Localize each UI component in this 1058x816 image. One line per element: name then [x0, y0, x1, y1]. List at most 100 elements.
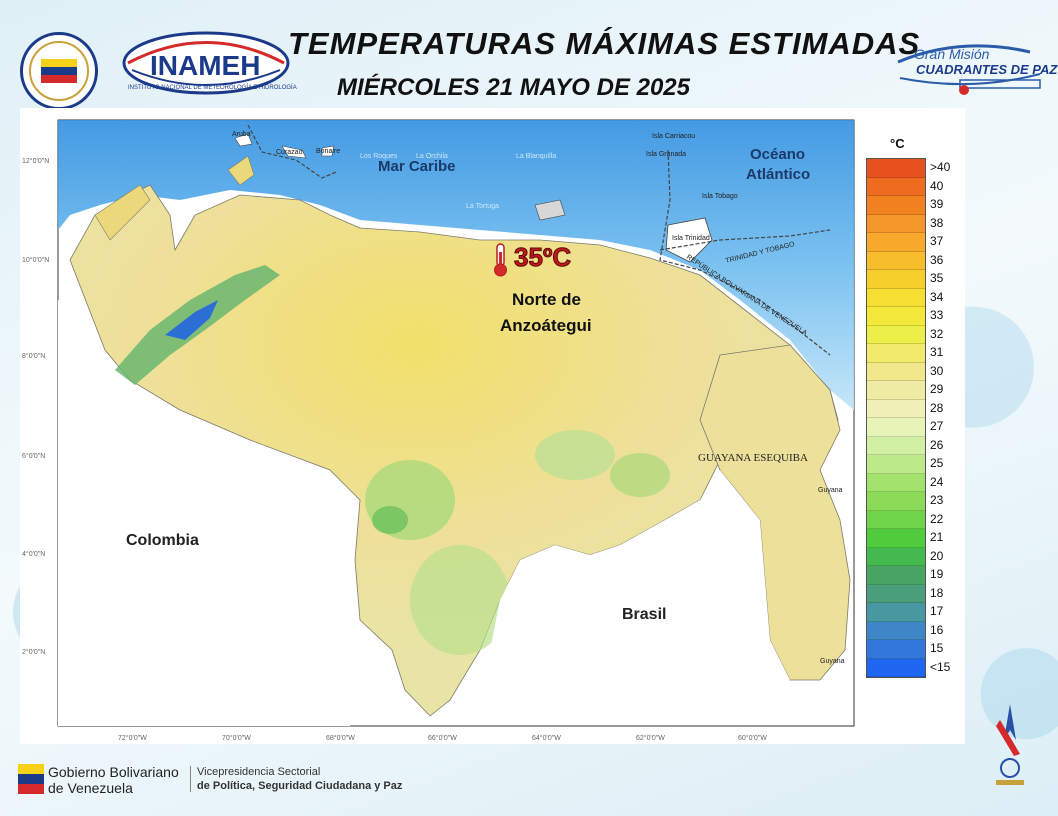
- lon-tick: 64°0'0"W: [532, 734, 561, 742]
- legend-swatch: [867, 288, 925, 307]
- venezuela-flag-icon: [18, 764, 44, 794]
- legend-swatch: [867, 621, 925, 640]
- gran-mision-line2: CUADRANTES DE PAZ: [916, 62, 1058, 77]
- legend-swatch: [867, 270, 925, 289]
- latitude-ticks: 12°0'0"N 10°0'0"N 8°0'0"N 6°0'0"N 4°0'0"…: [22, 157, 49, 656]
- legend-label: 18: [930, 585, 944, 600]
- lat-tick: 6°0'0"N: [22, 452, 45, 460]
- legend-swatch: [867, 307, 925, 326]
- legend-label: 23: [930, 493, 944, 507]
- caribbean-sea: [58, 120, 854, 410]
- legend-swatch: [867, 566, 925, 585]
- legend-label: 17: [930, 604, 944, 618]
- highlight-place-line2: Anzoátegui: [500, 316, 592, 335]
- ministry-shield-logo: [20, 32, 98, 110]
- island-label: Isla Trinidad: [672, 235, 710, 242]
- legend-swatch: [867, 603, 925, 622]
- gran-mision-logo: [897, 44, 1041, 95]
- oceano-label-line2: Atlántico: [746, 166, 811, 183]
- andes-peak-cold: [165, 300, 218, 340]
- footer-vicepresidencia: Vicepresidencia Sectorial de Política, S…: [190, 766, 402, 792]
- footer-vice-line1: Vicepresidencia Sectorial: [197, 766, 321, 778]
- legend-swatch: [867, 214, 925, 233]
- island-label: Guyana: [818, 487, 843, 494]
- legend-label: 34: [930, 289, 944, 304]
- bonaire-island: [321, 145, 335, 157]
- highlight-place-line1: Norte de: [512, 290, 581, 309]
- guayana-esequiba-label: GUAYANA ESEQUIBA: [698, 452, 808, 464]
- legend-label: 20: [930, 548, 944, 563]
- legend-label: 39: [930, 197, 944, 211]
- legend-label: 35: [930, 271, 944, 285]
- inameh-logo-text: INAMEH: [150, 50, 261, 81]
- mar-caribe-label: Mar Caribe: [378, 158, 456, 175]
- legend-label: 16: [930, 622, 944, 637]
- island-labels: Aruba Curazao Bonaire Los Roques La Orch…: [232, 131, 845, 665]
- lon-tick: 68°0'0"W: [326, 734, 355, 742]
- legend-label: 24: [930, 474, 944, 489]
- legend-swatch: [867, 658, 925, 677]
- legend-label: 25: [930, 456, 944, 470]
- guajira-peninsula: [94, 184, 151, 241]
- island-label: Los Roques: [360, 153, 398, 160]
- island-label: Isla Carriacou: [652, 133, 695, 140]
- legend-label: 15: [930, 641, 944, 655]
- highland-east: [610, 453, 670, 497]
- island-label: Curazao: [276, 149, 303, 156]
- legend-swatch: [867, 529, 925, 548]
- forecast-date: MIÉRCOLES 21 MAYO DE 2025: [337, 74, 690, 101]
- island-label: La Blanquilla: [516, 153, 556, 160]
- lon-tick: 62°0'0"W: [636, 734, 665, 742]
- lat-tick: 10°0'0"N: [22, 256, 49, 264]
- island-label: Guyana: [820, 658, 845, 665]
- colombia-area: [58, 300, 390, 726]
- legend-swatch: [867, 436, 925, 455]
- legend-label: 32: [930, 326, 944, 341]
- legend-label: 36: [930, 252, 944, 267]
- curazao-island: [281, 145, 307, 159]
- legend-swatch: [867, 584, 925, 603]
- legend-swatch: [867, 455, 925, 474]
- page-title: TEMPERATURAS MÁXIMAS ESTIMADAS: [288, 26, 921, 61]
- legend-swatch: [867, 399, 925, 418]
- legend-label: 29: [930, 382, 944, 396]
- legend-swatch: [867, 251, 925, 270]
- legend-swatch: [867, 510, 925, 529]
- maritime-boundary-tt: [659, 229, 831, 251]
- brasil-label: Brasil: [622, 606, 667, 623]
- lon-tick: 66°0'0"W: [428, 734, 457, 742]
- bicentenary-emblem: [996, 704, 1024, 785]
- highlight-temperature: 35ºC: [513, 242, 572, 273]
- legend-label: >40: [930, 160, 951, 174]
- footer-gob-line2: de Venezuela: [48, 780, 133, 796]
- legend-label: 27: [930, 419, 944, 433]
- legend-swatch: [867, 362, 925, 381]
- legend-swatch: [867, 473, 925, 492]
- legend-label: <15: [930, 659, 951, 674]
- lat-tick: 2°0'0"N: [22, 648, 45, 656]
- lat-tick: 4°0'0"N: [22, 550, 45, 558]
- legend-label: 21: [930, 530, 944, 544]
- island-label: Isla Tobago: [702, 193, 738, 200]
- island-label: Aruba: [232, 131, 251, 138]
- legend-swatch: [867, 640, 925, 659]
- oceano-label-line1: Océano: [750, 146, 806, 163]
- legend-swatch: [867, 344, 925, 363]
- legend-label: 22: [930, 511, 944, 526]
- inameh-logo-subtitle: INSTITUTO NACIONAL DE METEOROLOGÍA E HID…: [128, 85, 297, 91]
- highland-central: [535, 430, 615, 480]
- legend-unit: °C: [890, 136, 905, 151]
- legend-label: 38: [930, 215, 944, 230]
- legend-label: 28: [930, 400, 944, 415]
- legend-swatch: [867, 159, 925, 178]
- footer-vice-line2: de Política, Seguridad Ciudadana y Paz: [197, 780, 403, 792]
- legend-label: 19: [930, 567, 944, 581]
- highland-south: [410, 545, 510, 655]
- gran-mision-line1: Gran Misión: [914, 46, 990, 62]
- lon-tick: 72°0'0"W: [118, 734, 147, 742]
- lat-tick: 8°0'0"N: [22, 352, 45, 360]
- legend-swatch: [867, 177, 925, 196]
- inameh-logo: [122, 31, 290, 95]
- aruba-island: [234, 133, 253, 147]
- legend-swatch: [867, 547, 925, 566]
